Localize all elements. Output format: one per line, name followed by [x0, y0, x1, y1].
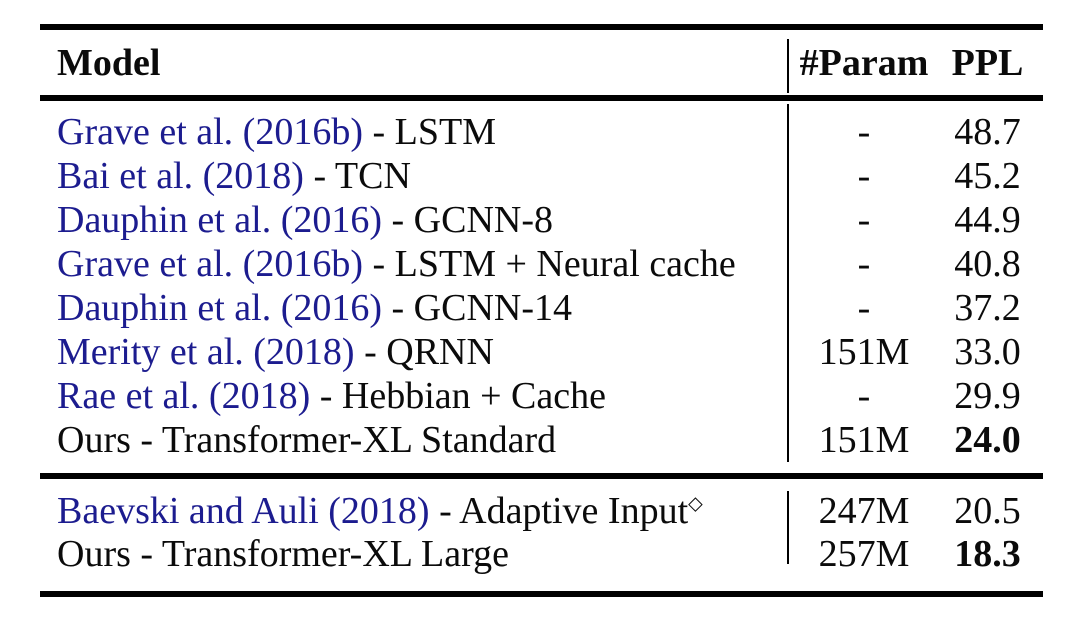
model-cell: Rae et al. (2018) - Hebbian + Cache: [40, 377, 788, 415]
ppl-cell: 20.5: [954, 489, 1021, 532]
param-cell: -: [857, 155, 871, 197]
footnote-marker: ◇: [688, 492, 703, 514]
model-cell: Baevski and Auli (2018) - Adaptive Input…: [40, 492, 788, 530]
model-cell: Dauphin et al. (2016) - GCNN-14: [40, 289, 788, 327]
table-row: Dauphin et al. (2016) - GCNN-14 - 37.2: [40, 286, 1043, 330]
citation-link[interactable]: Grave et al. (2016b): [57, 243, 363, 285]
model-cell: Grave et al. (2016b) - LSTM + Neural cac…: [40, 245, 788, 283]
model-cell: Grave et al. (2016b) - LSTM: [40, 113, 788, 151]
model-label: - LSTM: [363, 111, 497, 153]
model-cell: Ours - Transformer-XL Large: [40, 535, 788, 573]
header-rule: [40, 95, 1043, 101]
ppl-cell: 29.9: [954, 375, 1021, 417]
model-label: - Hebbian + Cache: [310, 375, 606, 417]
table-body-large-models: Baevski and Auli (2018) - Adaptive Input…: [40, 479, 1043, 591]
table-row: Baevski and Auli (2018) - Adaptive Input…: [40, 489, 1043, 532]
table-row: Rae et al. (2018) - Hebbian + Cache - 29…: [40, 374, 1043, 418]
table-body-main: Grave et al. (2016b) - LSTM - 48.7 Bai e…: [40, 101, 1043, 473]
param-cell: 247M: [818, 489, 910, 532]
column-header-param: #Param: [799, 41, 929, 84]
column-header-ppl: PPL: [951, 41, 1024, 84]
table-header: Model #Param PPL: [40, 30, 1043, 95]
ppl-cell: 33.0: [954, 331, 1021, 373]
ppl-cell: 48.7: [954, 111, 1021, 153]
bottom-rule: [40, 591, 1043, 597]
header-row: Model #Param PPL: [40, 30, 1043, 95]
table-row: Grave et al. (2016b) - LSTM + Neural cac…: [40, 242, 1043, 286]
table-row: Dauphin et al. (2016) - GCNN-8 - 44.9: [40, 198, 1043, 242]
citation-link[interactable]: Bai et al. (2018): [57, 155, 304, 197]
ppl-cell: 37.2: [954, 287, 1021, 329]
table-row: Merity et al. (2018) - QRNN 151M 33.0: [40, 330, 1043, 374]
param-cell: -: [857, 375, 871, 417]
citation-link[interactable]: Rae et al. (2018): [57, 375, 311, 417]
results-table: Model #Param PPL Grave et al. (2016b) - …: [40, 24, 1043, 597]
ppl-cell: 45.2: [954, 155, 1021, 197]
column-divider: [787, 39, 789, 93]
column-divider: [787, 104, 789, 462]
column-header-model: Model: [57, 41, 161, 84]
citation-link[interactable]: Dauphin et al. (2016): [57, 287, 383, 329]
citation-link[interactable]: Grave et al. (2016b): [57, 111, 363, 153]
table-row: Grave et al. (2016b) - LSTM - 48.7: [40, 110, 1043, 154]
ppl-cell: 24.0: [954, 419, 1021, 461]
param-cell: 257M: [818, 532, 910, 575]
top-rule: [40, 24, 1043, 30]
model-cell: Dauphin et al. (2016) - GCNN-8: [40, 201, 788, 239]
model-label: Ours - Transformer-XL Standard: [57, 419, 557, 461]
citation-link[interactable]: Dauphin et al. (2016): [57, 199, 383, 241]
model-label: - GCNN-8: [382, 199, 554, 241]
model-cell: Ours - Transformer-XL Standard: [40, 421, 788, 459]
model-label: - QRNN: [354, 331, 494, 373]
model-label: - Adaptive Input: [429, 489, 689, 532]
column-divider: [787, 491, 789, 564]
model-label: Ours - Transformer-XL Large: [57, 532, 509, 575]
ppl-cell: 18.3: [954, 532, 1021, 575]
model-label: - GCNN-14: [382, 287, 573, 329]
table-row: Ours - Transformer-XL Standard 151M 24.0: [40, 418, 1043, 462]
mid-rule: [40, 473, 1043, 479]
param-cell: 151M: [818, 331, 910, 373]
model-label: - LSTM + Neural cache: [363, 243, 736, 285]
param-cell: -: [857, 111, 871, 153]
param-cell: -: [857, 199, 871, 241]
param-cell: -: [857, 243, 871, 285]
citation-link[interactable]: Baevski and Auli (2018): [57, 489, 430, 532]
param-cell: -: [857, 287, 871, 329]
citation-link[interactable]: Merity et al. (2018): [57, 331, 355, 373]
ppl-cell: 40.8: [954, 243, 1021, 285]
table-row: Bai et al. (2018) - TCN - 45.2: [40, 154, 1043, 198]
table-row: Ours - Transformer-XL Large 257M 18.3: [40, 532, 1043, 575]
model-cell: Bai et al. (2018) - TCN: [40, 157, 788, 195]
model-label: - TCN: [303, 155, 411, 197]
model-cell: Merity et al. (2018) - QRNN: [40, 333, 788, 371]
ppl-cell: 44.9: [954, 199, 1021, 241]
param-cell: 151M: [818, 419, 910, 461]
